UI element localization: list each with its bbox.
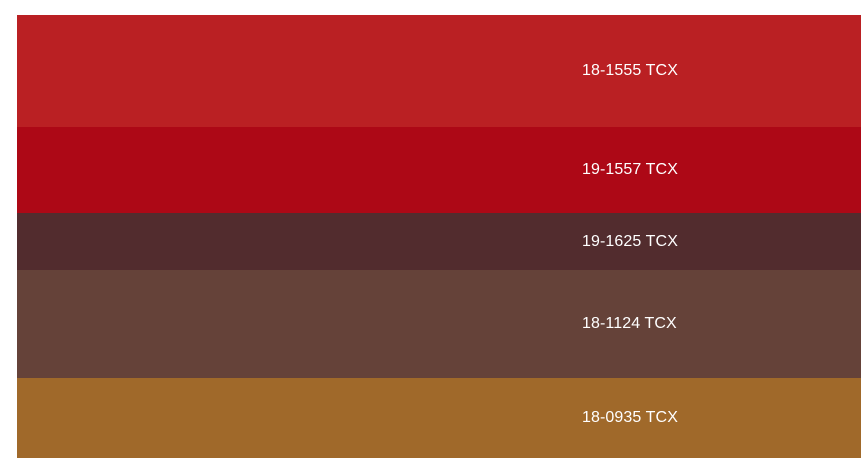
color-swatch: 18-1555 TCX [17, 15, 861, 127]
swatch-code: 18-1124 TCX [582, 315, 677, 332]
color-palette: 18-1555 TCX 19-1557 TCX 19-1625 TCX 18-1… [17, 15, 861, 458]
color-swatch: 19-1557 TCX [17, 127, 861, 213]
color-swatch: 19-1625 TCX [17, 213, 861, 270]
swatch-code: 18-1555 TCX [582, 62, 678, 79]
swatch-code: 19-1557 TCX [582, 161, 678, 178]
color-swatch: 18-0935 TCX [17, 378, 861, 458]
swatch-code: 18-0935 TCX [582, 409, 678, 426]
swatch-code: 19-1625 TCX [582, 232, 678, 250]
color-swatch: 18-1124 TCX [17, 270, 861, 378]
